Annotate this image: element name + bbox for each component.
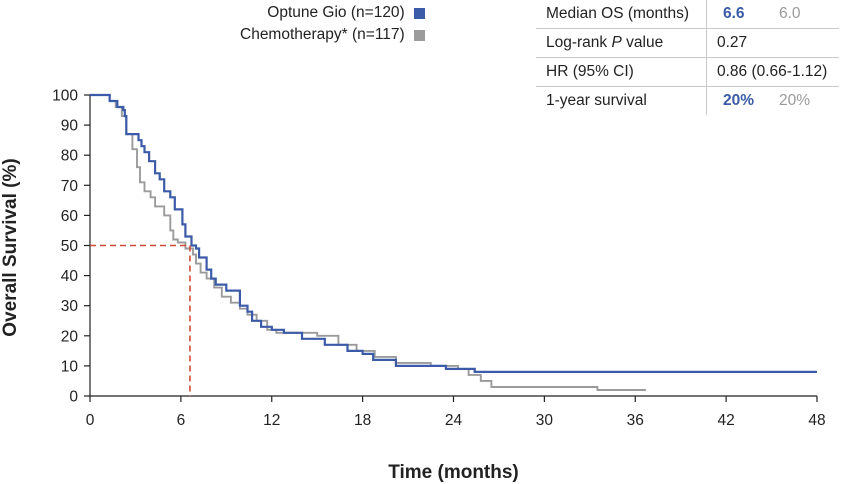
x-tick-label: 6 <box>177 412 186 429</box>
legend-item-optune: Optune Gio (n=120) <box>240 2 425 24</box>
stats-table: Median OS (months) 6.6 6.0 Log-rank P va… <box>536 0 839 115</box>
hr-label: HR (95% CI) <box>536 57 707 87</box>
median-os-label: Median OS (months) <box>536 0 707 29</box>
logrank-value: 0.27 <box>706 28 839 58</box>
y-tick-label: 10 <box>61 358 79 375</box>
y-tick-label: 90 <box>61 118 79 135</box>
median-marker <box>90 244 191 396</box>
x-tick-label: 36 <box>627 412 644 429</box>
y-tick-label: 0 <box>69 389 78 406</box>
legend: Optune Gio (n=120) Chemotherapy* (n=117) <box>240 2 425 46</box>
axes <box>89 95 817 397</box>
legend-label-optune: Optune Gio (n=120) <box>267 4 405 21</box>
median-os-chemo: 6.0 <box>759 0 839 29</box>
logrank-label: Log-rank P value <box>536 28 707 58</box>
x-tick-label: 42 <box>718 412 735 429</box>
legend-item-chemo: Chemotherapy* (n=117) <box>240 24 425 46</box>
y-tick-label: 40 <box>61 268 79 285</box>
series-line-optune <box>90 93 817 373</box>
legend-label-chemo: Chemotherapy* (n=117) <box>240 26 405 43</box>
stats-row-logrank: Log-rank P value 0.27 <box>536 28 839 58</box>
series-line-chemo <box>90 94 646 391</box>
stats-row-hr: HR (95% CI) 0.86 (0.66-1.12) <box>536 57 839 87</box>
legend-swatch-chemo <box>413 29 425 41</box>
y-tick-label: 50 <box>61 238 79 255</box>
oneyear-label: 1-year survival <box>546 92 647 109</box>
hr-value: 0.86 (0.66-1.12) <box>706 57 839 87</box>
legend-swatch-optune <box>413 7 425 19</box>
x-tick-label: 30 <box>536 412 554 429</box>
stats-row-median: Median OS (months) 6.6 6.0 <box>536 0 839 29</box>
series-lines <box>90 93 817 391</box>
y-tick-label: 60 <box>61 208 79 225</box>
x-tick-label: 0 <box>86 412 95 429</box>
y-axis-label: Overall Survival (%) <box>0 158 21 336</box>
axis-ticks: 0 10 20 30 40 50 60 70 80 90 100 0 6 12 18 24 30 36 42 48 <box>52 88 826 430</box>
oneyear-optune: 20% <box>706 86 759 115</box>
x-tick-label: 12 <box>263 412 280 429</box>
x-axis-label: Time (months) <box>388 462 519 483</box>
y-tick-label: 20 <box>61 328 79 345</box>
x-tick-label: 18 <box>354 412 371 429</box>
median-os-optune: 6.6 <box>706 0 759 29</box>
y-tick-label: 30 <box>61 298 79 315</box>
x-tick-label: 48 <box>808 412 825 429</box>
x-tick-label: 24 <box>445 412 463 429</box>
stats-row-oneyear: 1-year survival 20% 20% <box>536 86 839 115</box>
y-tick-label: 100 <box>52 88 78 105</box>
oneyear-chemo: 20% <box>779 92 811 109</box>
y-tick-label: 70 <box>61 178 79 195</box>
y-tick-label: 80 <box>61 148 79 165</box>
